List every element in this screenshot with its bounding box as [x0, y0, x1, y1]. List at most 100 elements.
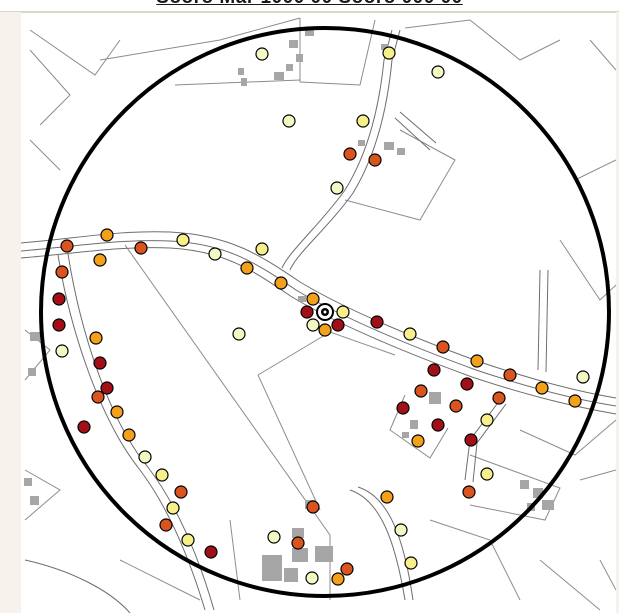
sample-point[interactable]: [55, 344, 69, 358]
sample-point[interactable]: [232, 327, 246, 341]
sample-point[interactable]: [208, 247, 222, 261]
building: [24, 478, 32, 486]
sample-point[interactable]: [93, 253, 107, 267]
sample-point[interactable]: [470, 354, 484, 368]
map-svg[interactable]: [21, 13, 616, 613]
points-layer[interactable]: [52, 46, 590, 586]
building: [28, 368, 36, 376]
sample-point[interactable]: [100, 381, 114, 395]
sample-point[interactable]: [305, 571, 319, 585]
building: [305, 28, 314, 36]
sample-point[interactable]: [52, 292, 66, 306]
building: [520, 480, 529, 489]
sample-point[interactable]: [480, 413, 494, 427]
sample-point[interactable]: [282, 114, 296, 128]
sample-point[interactable]: [300, 305, 314, 319]
sample-point[interactable]: [535, 381, 549, 395]
sample-point[interactable]: [336, 305, 350, 319]
sample-point[interactable]: [464, 433, 478, 447]
sample-point[interactable]: [368, 153, 382, 167]
sample-point[interactable]: [255, 47, 269, 61]
sample-point[interactable]: [91, 390, 105, 404]
road-west: [67, 253, 215, 611]
building: [298, 296, 306, 302]
sample-point[interactable]: [394, 523, 408, 537]
sample-point[interactable]: [396, 401, 410, 415]
sample-point[interactable]: [330, 181, 344, 195]
sample-point[interactable]: [436, 340, 450, 354]
sample-point[interactable]: [414, 384, 428, 398]
sample-point[interactable]: [100, 228, 114, 242]
sample-point[interactable]: [492, 391, 506, 405]
sample-point[interactable]: [380, 490, 394, 504]
sample-point[interactable]: [291, 536, 305, 550]
sample-point[interactable]: [274, 276, 288, 290]
sample-point[interactable]: [568, 394, 582, 408]
sample-point[interactable]: [404, 556, 418, 570]
parcel-line: [29, 29, 121, 126]
sample-point[interactable]: [176, 233, 190, 247]
sample-point[interactable]: [204, 545, 218, 559]
building: [296, 54, 303, 62]
sample-point[interactable]: [267, 530, 281, 544]
sample-point[interactable]: [431, 418, 445, 432]
sample-point[interactable]: [340, 562, 354, 576]
building: [533, 488, 543, 498]
sample-point[interactable]: [255, 242, 269, 256]
road-north: [281, 59, 385, 269]
sample-point[interactable]: [306, 500, 320, 514]
building: [286, 64, 293, 71]
sample-point[interactable]: [431, 65, 445, 79]
parcel-line: [404, 19, 561, 61]
sample-point[interactable]: [174, 485, 188, 499]
sample-point[interactable]: [503, 368, 517, 382]
sample-point[interactable]: [411, 434, 425, 448]
sample-point[interactable]: [306, 318, 320, 332]
building: [30, 332, 40, 341]
sample-point[interactable]: [449, 399, 463, 413]
sample-point[interactable]: [181, 533, 195, 547]
sample-point[interactable]: [370, 315, 384, 329]
parcel-line: [119, 519, 241, 601]
road-main: [21, 240, 616, 407]
sample-point[interactable]: [240, 261, 254, 275]
sample-point[interactable]: [318, 323, 332, 337]
sample-point[interactable]: [480, 467, 494, 481]
map-canvas[interactable]: [21, 13, 616, 613]
sample-point[interactable]: [60, 239, 74, 253]
frame-top: [0, 11, 619, 13]
sample-point[interactable]: [331, 318, 345, 332]
frame-right: [616, 12, 619, 613]
sample-point[interactable]: [343, 147, 357, 161]
sample-point[interactable]: [122, 428, 136, 442]
sample-point[interactable]: [159, 518, 173, 532]
sample-point[interactable]: [576, 370, 590, 384]
center-marker-icon[interactable]: [316, 303, 334, 321]
sample-point[interactable]: [155, 468, 169, 482]
map-title: Sooro Mar 1000 00 Sooro 000 00: [0, 0, 619, 9]
sample-point[interactable]: [382, 46, 396, 60]
building: [381, 44, 388, 50]
sample-point[interactable]: [134, 241, 148, 255]
sample-point[interactable]: [93, 356, 107, 370]
sample-point[interactable]: [460, 377, 474, 391]
sample-point[interactable]: [89, 331, 103, 345]
buildings: [24, 28, 554, 582]
sample-point[interactable]: [427, 363, 441, 377]
sample-point[interactable]: [356, 114, 370, 128]
road-south: [357, 486, 414, 601]
road-sw: [24, 559, 131, 613]
sample-point[interactable]: [306, 292, 320, 306]
building: [238, 68, 244, 75]
sample-point[interactable]: [462, 485, 476, 499]
sample-point[interactable]: [55, 265, 69, 279]
roads: [21, 29, 616, 613]
sample-point[interactable]: [110, 405, 124, 419]
sample-point[interactable]: [166, 501, 180, 515]
sample-point[interactable]: [52, 318, 66, 332]
road-main: [21, 231, 616, 399]
sample-point[interactable]: [403, 327, 417, 341]
sample-point[interactable]: [331, 572, 345, 586]
sample-point[interactable]: [77, 420, 91, 434]
sample-point[interactable]: [138, 450, 152, 464]
